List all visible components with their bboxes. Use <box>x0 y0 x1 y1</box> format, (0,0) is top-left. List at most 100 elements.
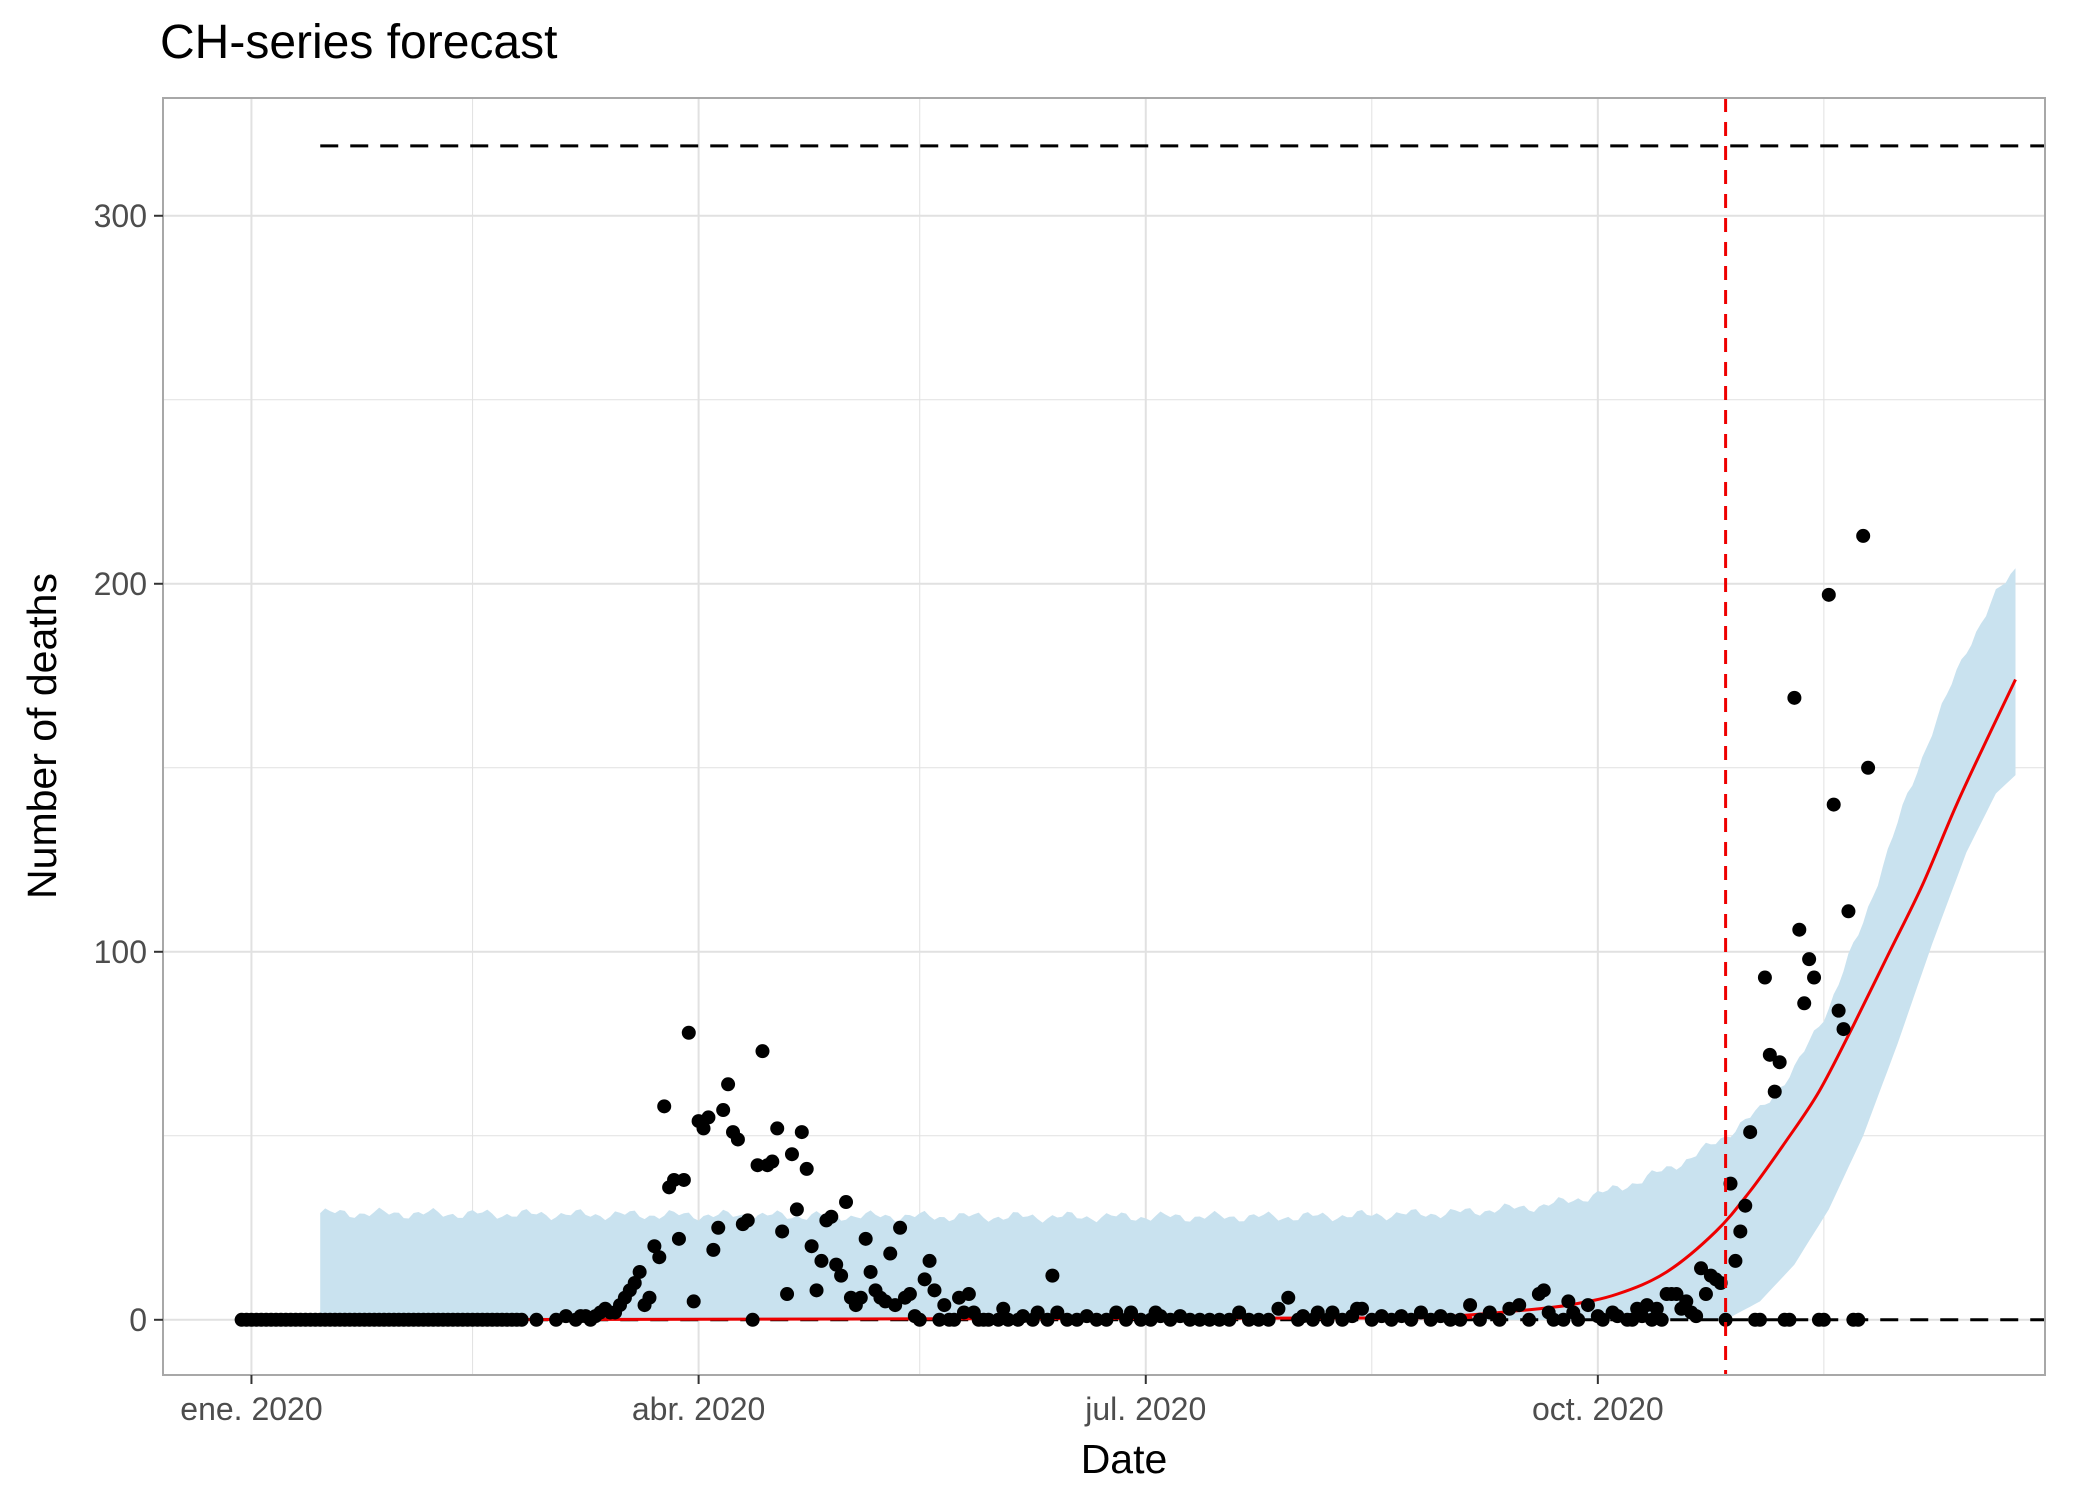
data-point <box>1654 1312 1669 1327</box>
data-point <box>1045 1268 1060 1283</box>
data-point <box>937 1298 952 1313</box>
data-point <box>789 1202 804 1217</box>
data-point <box>824 1209 839 1224</box>
x-tick-label: ene. 2020 <box>180 1391 322 1427</box>
data-point <box>996 1301 1011 1316</box>
data-point <box>1453 1312 1468 1327</box>
data-point <box>701 1110 716 1125</box>
y-axis-title: Number of deaths <box>19 573 65 899</box>
data-point <box>1281 1290 1296 1305</box>
axes: 0 100 200 300 ene. 2020 abr. 2020 jul. 2020 oct… <box>94 198 1664 1427</box>
data-point <box>799 1161 814 1176</box>
data-point <box>1222 1312 1237 1327</box>
y-tick-label: 0 <box>129 1302 147 1338</box>
data-point <box>1757 970 1772 985</box>
data-point <box>647 1239 662 1254</box>
data-point <box>780 1287 795 1302</box>
data-point <box>917 1272 932 1287</box>
data-point <box>1109 1305 1124 1320</box>
x-axis-title: Date <box>1081 1436 1168 1482</box>
data-point <box>1581 1298 1596 1313</box>
data-point <box>706 1242 721 1257</box>
data-point <box>784 1147 799 1162</box>
data-point <box>991 1312 1006 1327</box>
data-point <box>1089 1312 1104 1327</box>
data-point <box>858 1231 873 1246</box>
data-point <box>1861 760 1876 775</box>
data-point <box>1816 1312 1831 1327</box>
data-point <box>730 1132 745 1147</box>
data-point <box>1472 1312 1487 1327</box>
x-tick-label: jul. 2020 <box>1084 1391 1206 1427</box>
data-point <box>1644 1312 1659 1327</box>
data-point <box>1728 1253 1743 1268</box>
data-point <box>893 1220 908 1235</box>
data-point <box>1782 1312 1797 1327</box>
data-point <box>883 1246 898 1261</box>
data-point <box>740 1213 755 1228</box>
data-point <box>927 1283 942 1298</box>
data-point <box>1404 1312 1419 1327</box>
data-point <box>711 1220 726 1235</box>
data-point <box>1561 1294 1576 1309</box>
data-point <box>1733 1224 1748 1239</box>
data-point <box>652 1250 667 1265</box>
data-point <box>932 1312 947 1327</box>
data-point <box>1212 1312 1227 1327</box>
data-point <box>1133 1312 1148 1327</box>
data-point <box>853 1290 868 1305</box>
data-point <box>1792 922 1807 937</box>
data-point <box>1271 1301 1286 1316</box>
data-point <box>1202 1312 1217 1327</box>
data-point <box>1718 1312 1733 1327</box>
data-point <box>1694 1261 1709 1276</box>
data-point <box>1669 1287 1684 1302</box>
data-point <box>1743 1125 1758 1140</box>
data-point <box>676 1172 691 1187</box>
data-point <box>1050 1305 1065 1320</box>
data-point <box>1821 587 1836 602</box>
data-point <box>956 1305 971 1320</box>
data-point <box>1522 1312 1537 1327</box>
data-point <box>765 1154 780 1169</box>
data-point <box>755 1044 770 1059</box>
data-point <box>1192 1312 1207 1327</box>
prediction-band <box>320 568 2016 1320</box>
data-point <box>1443 1312 1458 1327</box>
data-point <box>922 1253 937 1268</box>
data-point <box>809 1283 824 1298</box>
data-point <box>888 1298 903 1313</box>
data-point <box>721 1077 736 1092</box>
data-point <box>1232 1305 1247 1320</box>
data-point <box>632 1264 647 1279</box>
data-point <box>657 1099 672 1114</box>
data-point <box>1689 1309 1704 1324</box>
y-tick-label: 300 <box>94 198 147 234</box>
data-point <box>834 1268 849 1283</box>
y-tick-label: 100 <box>94 934 147 970</box>
data-point <box>1536 1283 1551 1298</box>
data-point <box>642 1290 657 1305</box>
data-point <box>1679 1294 1694 1309</box>
data-point <box>961 1287 976 1302</box>
data-point <box>1841 904 1856 919</box>
y-tick-label: 200 <box>94 566 147 602</box>
data-point <box>1482 1305 1497 1320</box>
data-point <box>1787 690 1802 705</box>
data-point <box>1556 1312 1571 1327</box>
x-tick-label: abr. 2020 <box>632 1391 765 1427</box>
data-point <box>1546 1312 1561 1327</box>
prediction-band-area <box>320 568 2016 1320</box>
data-point <box>1767 1084 1782 1099</box>
data-point <box>1797 996 1812 1011</box>
data-point <box>1325 1305 1340 1320</box>
chart-title: CH-series forecast <box>160 16 557 69</box>
data-point <box>1571 1312 1586 1327</box>
data-point <box>770 1121 785 1136</box>
data-point <box>529 1312 544 1327</box>
data-point <box>696 1121 711 1136</box>
data-point <box>863 1264 878 1279</box>
data-point <box>947 1312 962 1327</box>
